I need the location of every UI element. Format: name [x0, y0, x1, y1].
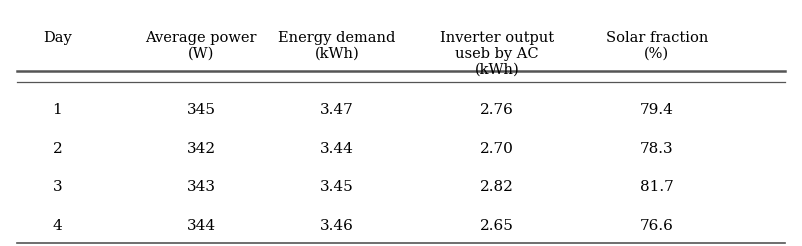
- Text: 2.76: 2.76: [480, 103, 514, 117]
- Text: 344: 344: [187, 219, 216, 233]
- Text: 2.82: 2.82: [480, 181, 514, 194]
- Text: 3.44: 3.44: [320, 141, 354, 155]
- Text: 2.65: 2.65: [480, 219, 514, 233]
- Text: 3.45: 3.45: [320, 181, 354, 194]
- Text: 342: 342: [187, 141, 216, 155]
- Text: Average power
(W): Average power (W): [145, 31, 257, 61]
- Text: 3: 3: [52, 181, 62, 194]
- Text: 81.7: 81.7: [640, 181, 674, 194]
- Text: Energy demand
(kWh): Energy demand (kWh): [278, 31, 395, 61]
- Text: 3.46: 3.46: [320, 219, 354, 233]
- Text: 2: 2: [52, 141, 63, 155]
- Text: 76.6: 76.6: [640, 219, 674, 233]
- Text: 2.70: 2.70: [480, 141, 514, 155]
- Text: 343: 343: [187, 181, 216, 194]
- Text: Inverter output
useb by AC
(kWh): Inverter output useb by AC (kWh): [439, 31, 554, 77]
- Text: 345: 345: [187, 103, 216, 117]
- Text: 78.3: 78.3: [640, 141, 674, 155]
- Text: Day: Day: [43, 31, 71, 45]
- Text: 1: 1: [52, 103, 63, 117]
- Text: 4: 4: [52, 219, 63, 233]
- Text: 79.4: 79.4: [640, 103, 674, 117]
- Text: Solar fraction
(%): Solar fraction (%): [606, 31, 708, 61]
- Text: 3.47: 3.47: [320, 103, 354, 117]
